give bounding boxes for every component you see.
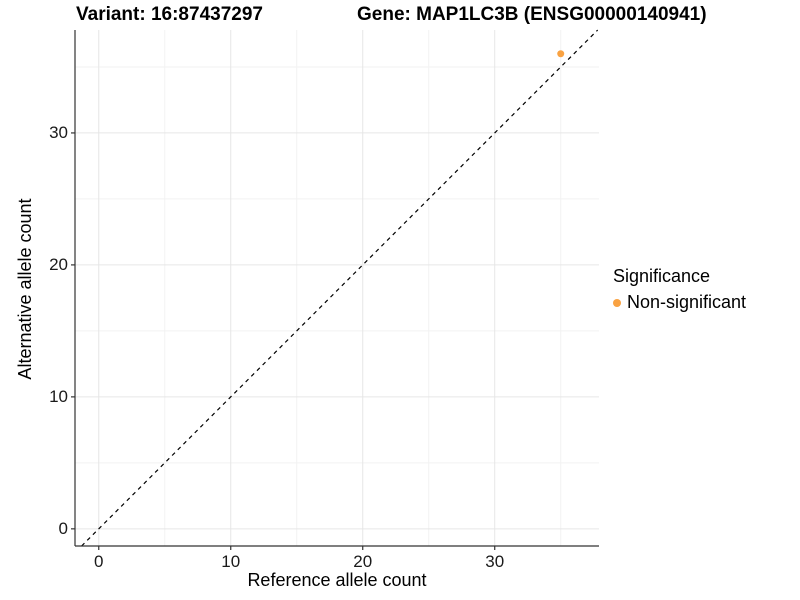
legend-items: Non-significant xyxy=(613,292,793,313)
legend-item-label: Non-significant xyxy=(627,292,747,312)
x-axis-title: Reference allele count xyxy=(247,570,427,590)
data-point xyxy=(557,50,565,58)
y-tick-label: 30 xyxy=(49,122,68,142)
y-axis-title: Alternative allele count xyxy=(15,198,35,380)
plot-title-variant: Variant: 16:87437297 xyxy=(76,4,263,25)
x-tick-label: 30 xyxy=(485,552,505,571)
x-tick-label: 20 xyxy=(353,552,373,571)
x-tick-label: 0 xyxy=(94,552,104,571)
legend-item: Non-significant xyxy=(613,292,793,313)
y-tick-label: 10 xyxy=(49,386,68,406)
plot-title-gene: Gene: MAP1LC3B (ENSG00000140941) xyxy=(357,4,707,25)
legend-key-point-icon xyxy=(613,298,621,307)
legend-title: Significance xyxy=(613,266,711,286)
y-tick-label: 0 xyxy=(58,518,68,538)
identity-line xyxy=(81,29,599,547)
x-tick-label: 10 xyxy=(221,552,241,571)
legend: Significance Non-significant xyxy=(613,266,793,313)
y-tick-label: 20 xyxy=(49,254,68,274)
